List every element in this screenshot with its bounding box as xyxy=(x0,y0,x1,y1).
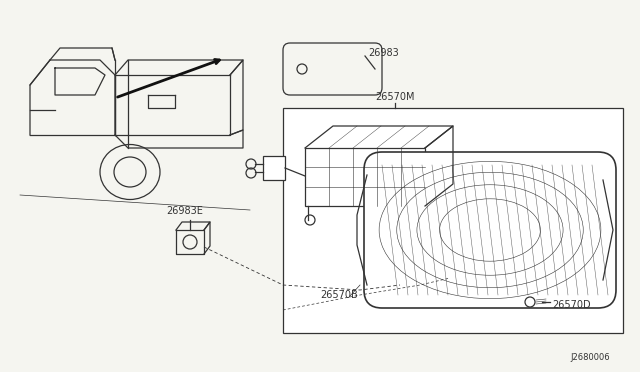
Text: 26983: 26983 xyxy=(368,48,399,58)
Bar xyxy=(305,148,425,206)
Text: 26570M: 26570M xyxy=(375,92,415,102)
Bar xyxy=(263,156,285,180)
Text: 26983E: 26983E xyxy=(166,206,204,216)
Text: 26570B: 26570B xyxy=(320,290,358,300)
Text: J2680006: J2680006 xyxy=(570,353,610,362)
Text: 26570D: 26570D xyxy=(552,300,591,310)
FancyBboxPatch shape xyxy=(364,152,616,308)
Bar xyxy=(283,108,623,333)
